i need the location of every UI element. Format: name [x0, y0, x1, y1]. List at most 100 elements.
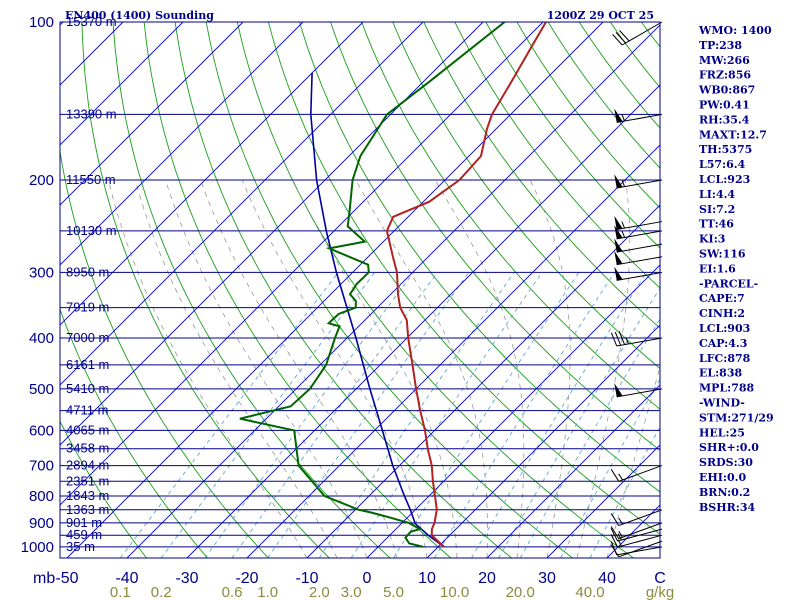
height-label: 3458 m — [66, 441, 109, 456]
dry-adiabat-line — [143, 22, 452, 558]
mixing-ratio-label: 20.0 — [506, 584, 535, 600]
isotherm-line — [546, 444, 660, 558]
mixing-ratio-line — [267, 272, 470, 558]
wind-barb-half — [617, 533, 622, 541]
index-value: BSHR:34 — [699, 501, 755, 514]
temperature-tick-label: 20 — [478, 570, 496, 587]
wind-barb — [614, 174, 663, 189]
height-label: 7000 m — [66, 330, 109, 345]
height-label: 8950 m — [66, 264, 109, 279]
mixing-ratio-line — [498, 287, 660, 558]
pressure-label: 600 — [29, 422, 54, 439]
wind-barb — [610, 509, 663, 527]
wind-barb — [610, 522, 663, 540]
mixing-ratio-line — [434, 272, 615, 558]
dry-adiabat-line — [81, 22, 330, 558]
mixing-ratio-label: 10.0 — [440, 584, 469, 600]
moist-adiabat-line — [606, 365, 660, 558]
temperature-tick-label: -10 — [295, 570, 318, 587]
temperature-tick-label: 10 — [418, 570, 436, 587]
temperature-tick-label: -40 — [115, 570, 138, 587]
index-value: HEL:25 — [699, 426, 745, 439]
wind-barb-flag — [610, 528, 619, 542]
index-value: SI:7.2 — [699, 203, 735, 216]
pressure-label: 500 — [29, 381, 54, 398]
wind-barb-staff — [618, 509, 663, 527]
wind-barb-pennant — [614, 225, 623, 239]
wind-barb-pennant — [614, 238, 623, 253]
index-value: SRDS:30 — [699, 456, 753, 469]
isotherm-line — [60, 22, 544, 506]
moist-adiabat-line — [108, 179, 308, 558]
moist-adiabat-line — [241, 179, 428, 558]
sounding-time: 1200Z 29 OCT 25 — [547, 9, 654, 22]
dry-adiabat-line — [485, 22, 660, 249]
pressure-label: 400 — [29, 330, 54, 347]
index-value: LI:4.4 — [699, 188, 735, 201]
mixing-ratio-line — [560, 378, 660, 558]
height-label: 4711 m — [66, 403, 108, 418]
indices-panel: WMO: 1400 TP:238 MW:266 FRZ:856 WB0:867 PW:0.… — [698, 24, 774, 514]
index-value: CINH:2 — [699, 307, 745, 320]
dry-adiabat-line — [60, 307, 208, 558]
sounding-title: EN400 (1400) Sounding — [65, 9, 214, 22]
wind-barb — [610, 528, 663, 542]
index-value: TT:46 — [699, 218, 734, 231]
wind-barb-staff — [618, 540, 663, 558]
wind-barb — [614, 266, 663, 281]
mixing-ratio-line — [160, 272, 376, 558]
pressure-label: 900 — [29, 515, 54, 532]
wind-barb-staff — [617, 534, 663, 548]
wind-barbs — [610, 21, 663, 558]
index-value: WB0:867 — [698, 84, 755, 97]
wind-barb-half — [625, 337, 629, 345]
grid-lines — [60, 22, 660, 558]
wind-barb-flag — [615, 32, 626, 44]
height-label: 7919 m — [66, 300, 109, 315]
wind-barb — [610, 540, 663, 558]
wind-barb-pennant — [614, 266, 623, 281]
height-label: 10130 m — [66, 223, 117, 238]
isotherm-line — [66, 22, 604, 558]
index-value: MW:266 — [699, 54, 750, 67]
mixing-ratio-line — [204, 272, 414, 558]
wind-barb-pennant — [614, 108, 623, 123]
pressure-unit-label: mb — [33, 570, 55, 587]
index-value: LCL:923 — [699, 173, 750, 186]
wind-barb-half — [618, 473, 623, 481]
index-value: FRZ:856 — [699, 69, 751, 82]
index-value: -WIND- — [699, 397, 745, 410]
mixing-ratio-line — [318, 272, 515, 558]
index-value: SHR+:0.0 — [699, 441, 759, 454]
mixing-ratio-line — [350, 272, 543, 558]
index-value: L57:6.4 — [699, 158, 746, 171]
temperature-tick-label: 30 — [538, 570, 556, 587]
dry-adiabat-line — [547, 22, 660, 169]
wind-barb-flag — [618, 331, 626, 345]
wind-barb — [614, 215, 663, 231]
dry-adiabat-line — [267, 22, 660, 535]
isotherm-line — [60, 22, 424, 386]
index-value: BRN:0.2 — [699, 486, 750, 499]
height-label: 901 m — [66, 515, 102, 530]
wind-barb-flag — [610, 332, 618, 347]
height-label: 5410 m — [66, 381, 109, 396]
mixing-ratio-line — [471, 272, 647, 558]
mixing-ratio-label: 2.0 — [309, 584, 330, 600]
index-value: EHI:0.0 — [699, 471, 746, 484]
index-value: TH:5375 — [699, 143, 752, 156]
dry-adiabat-line — [112, 22, 391, 558]
parcel-trace — [309, 72, 445, 548]
wind-barb — [614, 225, 663, 240]
height-label: 35 m — [66, 539, 95, 554]
mixing-ratio-unit: g/kg — [646, 584, 674, 600]
height-label: 1363 m — [66, 502, 109, 517]
wind-barb-staff — [618, 465, 663, 482]
isotherm-line — [366, 264, 660, 558]
index-value: WMO: 1400 — [698, 24, 772, 37]
index-value: CAPE:7 — [699, 292, 745, 305]
isotherm-line — [426, 324, 660, 558]
wind-barb — [614, 250, 663, 266]
index-value: RH:35.4 — [699, 113, 750, 126]
